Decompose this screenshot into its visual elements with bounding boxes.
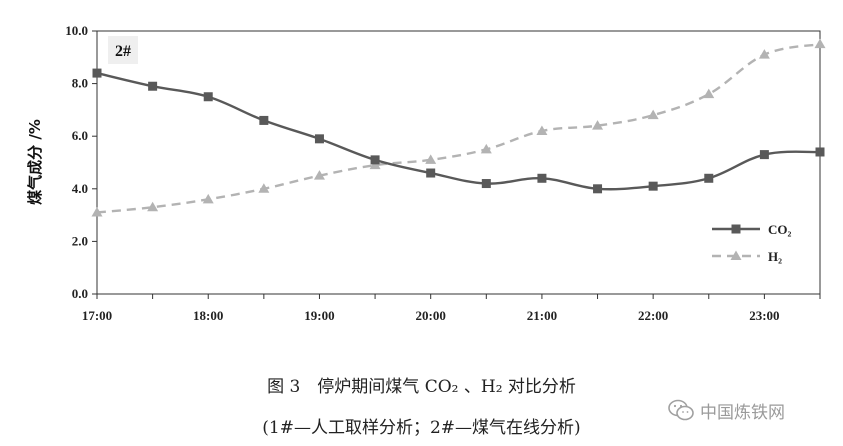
figure-subcaption: (1#—人工取样分析；2#—煤气在线分析): [262, 418, 581, 438]
data-point-h2: [703, 88, 715, 99]
data-point-h2: [758, 49, 770, 59]
y-tick-label: 0.0: [72, 286, 88, 301]
series-h2: [91, 38, 826, 217]
y-tick-label: 6.0: [72, 128, 88, 143]
y-tick-label: 8.0: [72, 76, 88, 91]
data-point-co2: [426, 168, 436, 178]
wechat-icon: [668, 399, 694, 421]
x-tick-label: 18:00: [193, 308, 223, 323]
data-point-h2: [647, 109, 659, 120]
data-point-h2: [425, 154, 437, 164]
data-point-h2: [313, 170, 325, 180]
data-point-h2: [814, 38, 826, 49]
legend-label-h2: H₂: [768, 249, 782, 264]
y-axis-title: 煤气成分 /%: [26, 119, 44, 205]
panel-label: 2#: [108, 36, 138, 64]
data-point-co2: [759, 150, 769, 160]
data-point-co2: [314, 134, 324, 144]
series-co2: [92, 68, 825, 194]
series-line-h2: [96, 42, 821, 214]
data-point-co2: [92, 68, 102, 78]
y-tick-label: 10.0: [65, 23, 88, 38]
x-tick-label: 17:00: [82, 308, 112, 323]
y-tick-label: 4.0: [72, 181, 88, 196]
watermark-text: 中国炼铁网: [700, 402, 785, 423]
y-tick-label: 2.0: [72, 233, 88, 248]
plot-frame: [96, 30, 821, 295]
x-tick-label: 19:00: [304, 308, 334, 323]
data-point-h2: [202, 193, 214, 204]
panel-label-bg: [108, 36, 138, 64]
x-tick-label: 22:00: [638, 308, 668, 323]
data-point-h2: [480, 143, 492, 154]
data-point-h2: [91, 206, 103, 217]
watermark: 中国炼铁网: [668, 396, 838, 424]
data-point-co2: [815, 147, 825, 157]
x-tick-label: 20:00: [416, 308, 446, 323]
data-point-co2: [704, 173, 714, 183]
series-line-co2: [96, 71, 821, 191]
plot-area: 0.0 2.0 4.0 6.0 8.0 10.0 17:00 18:00 19:00 20:00 2…: [65, 23, 826, 323]
y-axis-label: 煤气成分 /%: [26, 119, 44, 205]
figure-caption: 图 3 停炉期间煤气 CO₂ 、H₂ 对比分析: [267, 377, 576, 397]
data-point-co2: [593, 184, 603, 194]
legend-marker-co2: [731, 224, 741, 234]
data-point-h2: [592, 120, 604, 130]
data-point-h2: [258, 183, 270, 193]
legend-label-co2: CO₂: [768, 222, 792, 237]
data-point-h2: [369, 159, 381, 170]
data-point-co2: [203, 92, 213, 102]
data-point-h2: [536, 125, 548, 135]
data-point-co2: [481, 179, 491, 189]
data-point-co2: [648, 181, 658, 191]
data-point-h2: [147, 201, 159, 212]
legend: CO₂ H₂: [712, 222, 792, 264]
panel-label-text: 2#: [115, 43, 131, 60]
legend-marker-h2: [730, 250, 742, 260]
data-point-co2: [537, 173, 547, 183]
x-tick-label: 23:00: [749, 308, 779, 323]
data-point-co2: [370, 155, 380, 165]
data-point-co2: [148, 81, 158, 91]
x-tick-label: 21:00: [527, 308, 557, 323]
data-point-co2: [259, 115, 269, 125]
